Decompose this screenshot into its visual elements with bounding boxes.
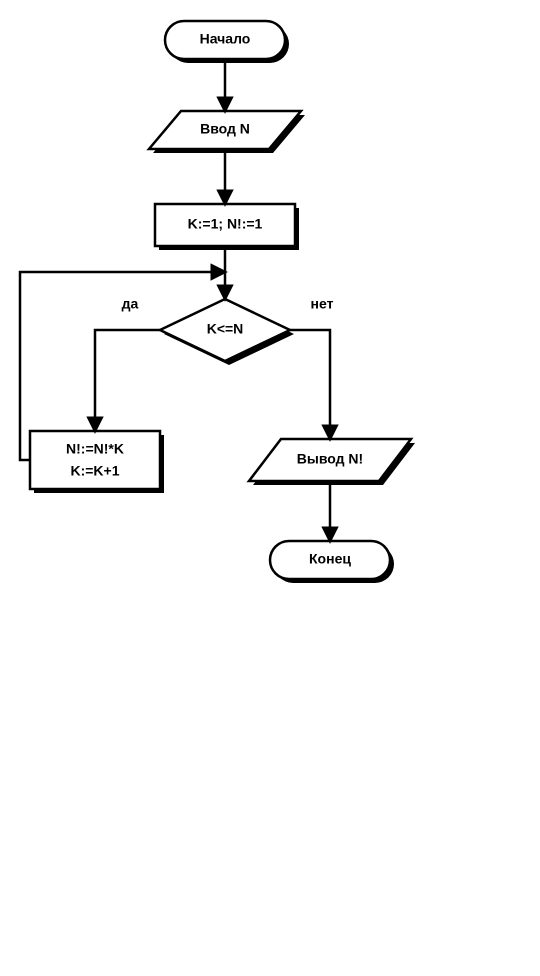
edge (290, 330, 330, 439)
loop-body-node (30, 431, 160, 489)
end-node-label: Конец (309, 551, 351, 567)
output-node-label: Вывод N! (297, 451, 363, 467)
decision-node-label: K<=N (207, 321, 244, 337)
input-node-label: Ввод N (200, 121, 250, 137)
loop-body-node-label1: N!:=N!*K (66, 441, 124, 457)
loop-body-node-label2: K:=K+1 (70, 463, 119, 479)
label-no: нет (311, 296, 334, 312)
flowchart-canvas: Начало Ввод N K:=1; N!:=1 K<=N N!:=N!*K K:=K+… (0, 0, 540, 971)
start-node-label: Начало (200, 31, 251, 47)
label-yes: да (122, 296, 139, 312)
edge (95, 330, 160, 431)
init-node-label: K:=1; N!:=1 (188, 216, 263, 232)
